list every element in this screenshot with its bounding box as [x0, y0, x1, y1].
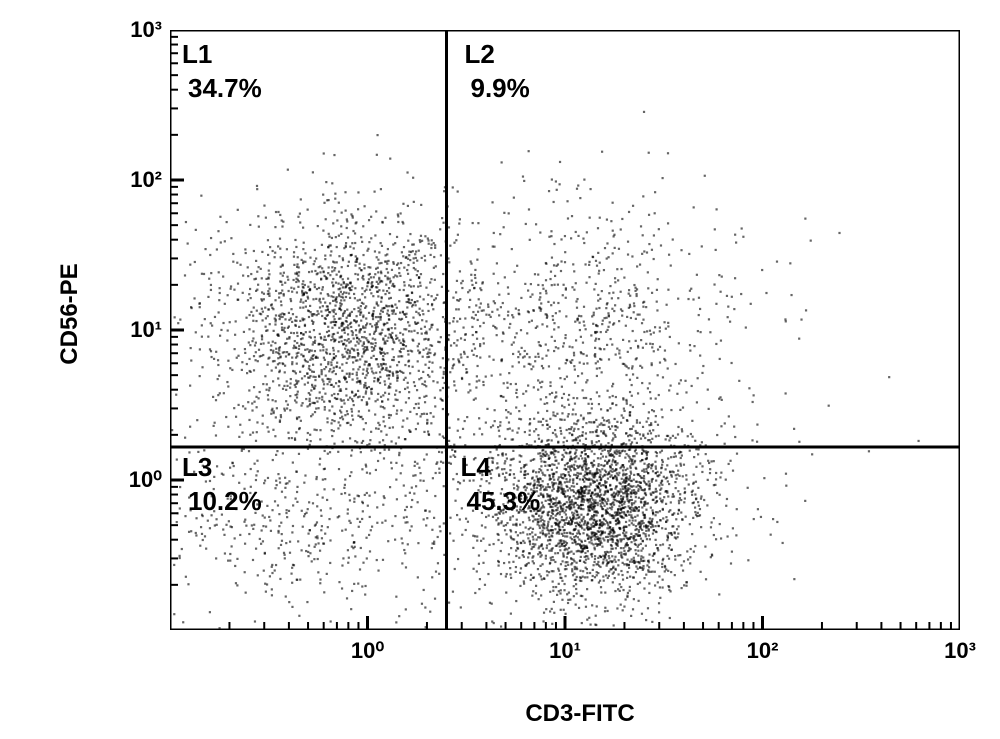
y-tick-label: 10⁰ — [129, 467, 162, 493]
x-tick-label: 10³ — [935, 638, 985, 664]
x-axis-label: CD3-FITC — [480, 700, 680, 728]
x-tick-label: 10¹ — [540, 638, 590, 664]
x-tick-label: 10⁰ — [343, 638, 393, 664]
figure-container: CD56-PE CD3-FITC 10⁰ 10¹ 10² 10³ 10⁰ 10¹ 10² 10… — [0, 0, 1000, 739]
y-axis-label: CD56-PE — [56, 254, 84, 374]
x-tick-label: 10² — [738, 638, 788, 664]
y-tick-label: 10¹ — [130, 317, 162, 343]
y-tick-label: 10³ — [130, 17, 162, 43]
plot-area — [170, 30, 960, 630]
y-tick-label: 10² — [130, 167, 162, 193]
